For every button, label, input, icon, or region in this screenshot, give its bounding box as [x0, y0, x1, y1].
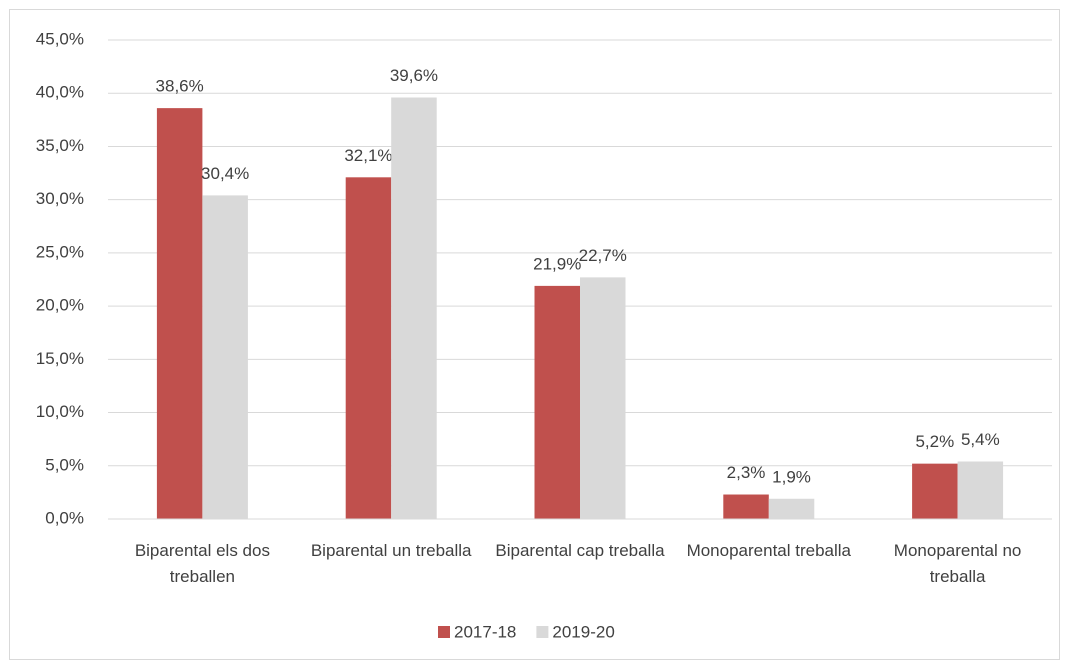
bar — [534, 285, 580, 519]
legend-label: 2017-18 — [454, 622, 516, 641]
x-tick-label: Biparental cap treballa — [495, 541, 665, 560]
data-label: 5,2% — [915, 432, 954, 451]
y-tick-label: 20,0% — [36, 296, 84, 315]
y-tick-label: 10,0% — [36, 402, 84, 421]
bar — [391, 97, 437, 519]
y-tick-label: 45,0% — [36, 29, 84, 48]
y-tick-label: 0,0% — [45, 508, 84, 527]
x-tick-label: Biparental els dos treballen — [134, 541, 270, 586]
data-label: 38,6% — [156, 77, 204, 96]
bar — [156, 108, 203, 519]
y-tick-label: 25,0% — [36, 242, 84, 261]
y-tick-label: 35,0% — [36, 136, 84, 155]
bar — [768, 498, 815, 519]
bar — [912, 463, 958, 519]
data-label: 32,1% — [344, 146, 392, 165]
bar — [723, 494, 769, 519]
legend-label: 2019-20 — [552, 622, 614, 641]
bar — [345, 177, 392, 519]
legend-swatch — [536, 626, 549, 638]
data-label: 22,7% — [579, 246, 627, 265]
data-label: 30,4% — [201, 164, 249, 183]
y-tick-label: 30,0% — [36, 189, 84, 208]
y-tick-label: 15,0% — [36, 349, 84, 368]
x-tick-label: Monoparental treballa — [686, 541, 852, 560]
data-label: 21,9% — [533, 254, 581, 273]
y-tick-label: 5,0% — [45, 455, 84, 474]
data-label: 1,9% — [772, 467, 811, 486]
data-label: 5,4% — [961, 430, 1000, 449]
y-tick-label: 40,0% — [36, 83, 84, 102]
legend-swatch — [438, 626, 450, 638]
x-tick-label: Monoparental no treballa — [893, 541, 1022, 586]
x-tick-label: Biparental un treballa — [310, 541, 472, 560]
bar — [580, 277, 626, 519]
bar — [957, 461, 1004, 519]
bar — [202, 195, 248, 520]
data-label: 39,6% — [390, 66, 438, 85]
data-label: 2,3% — [727, 463, 766, 482]
